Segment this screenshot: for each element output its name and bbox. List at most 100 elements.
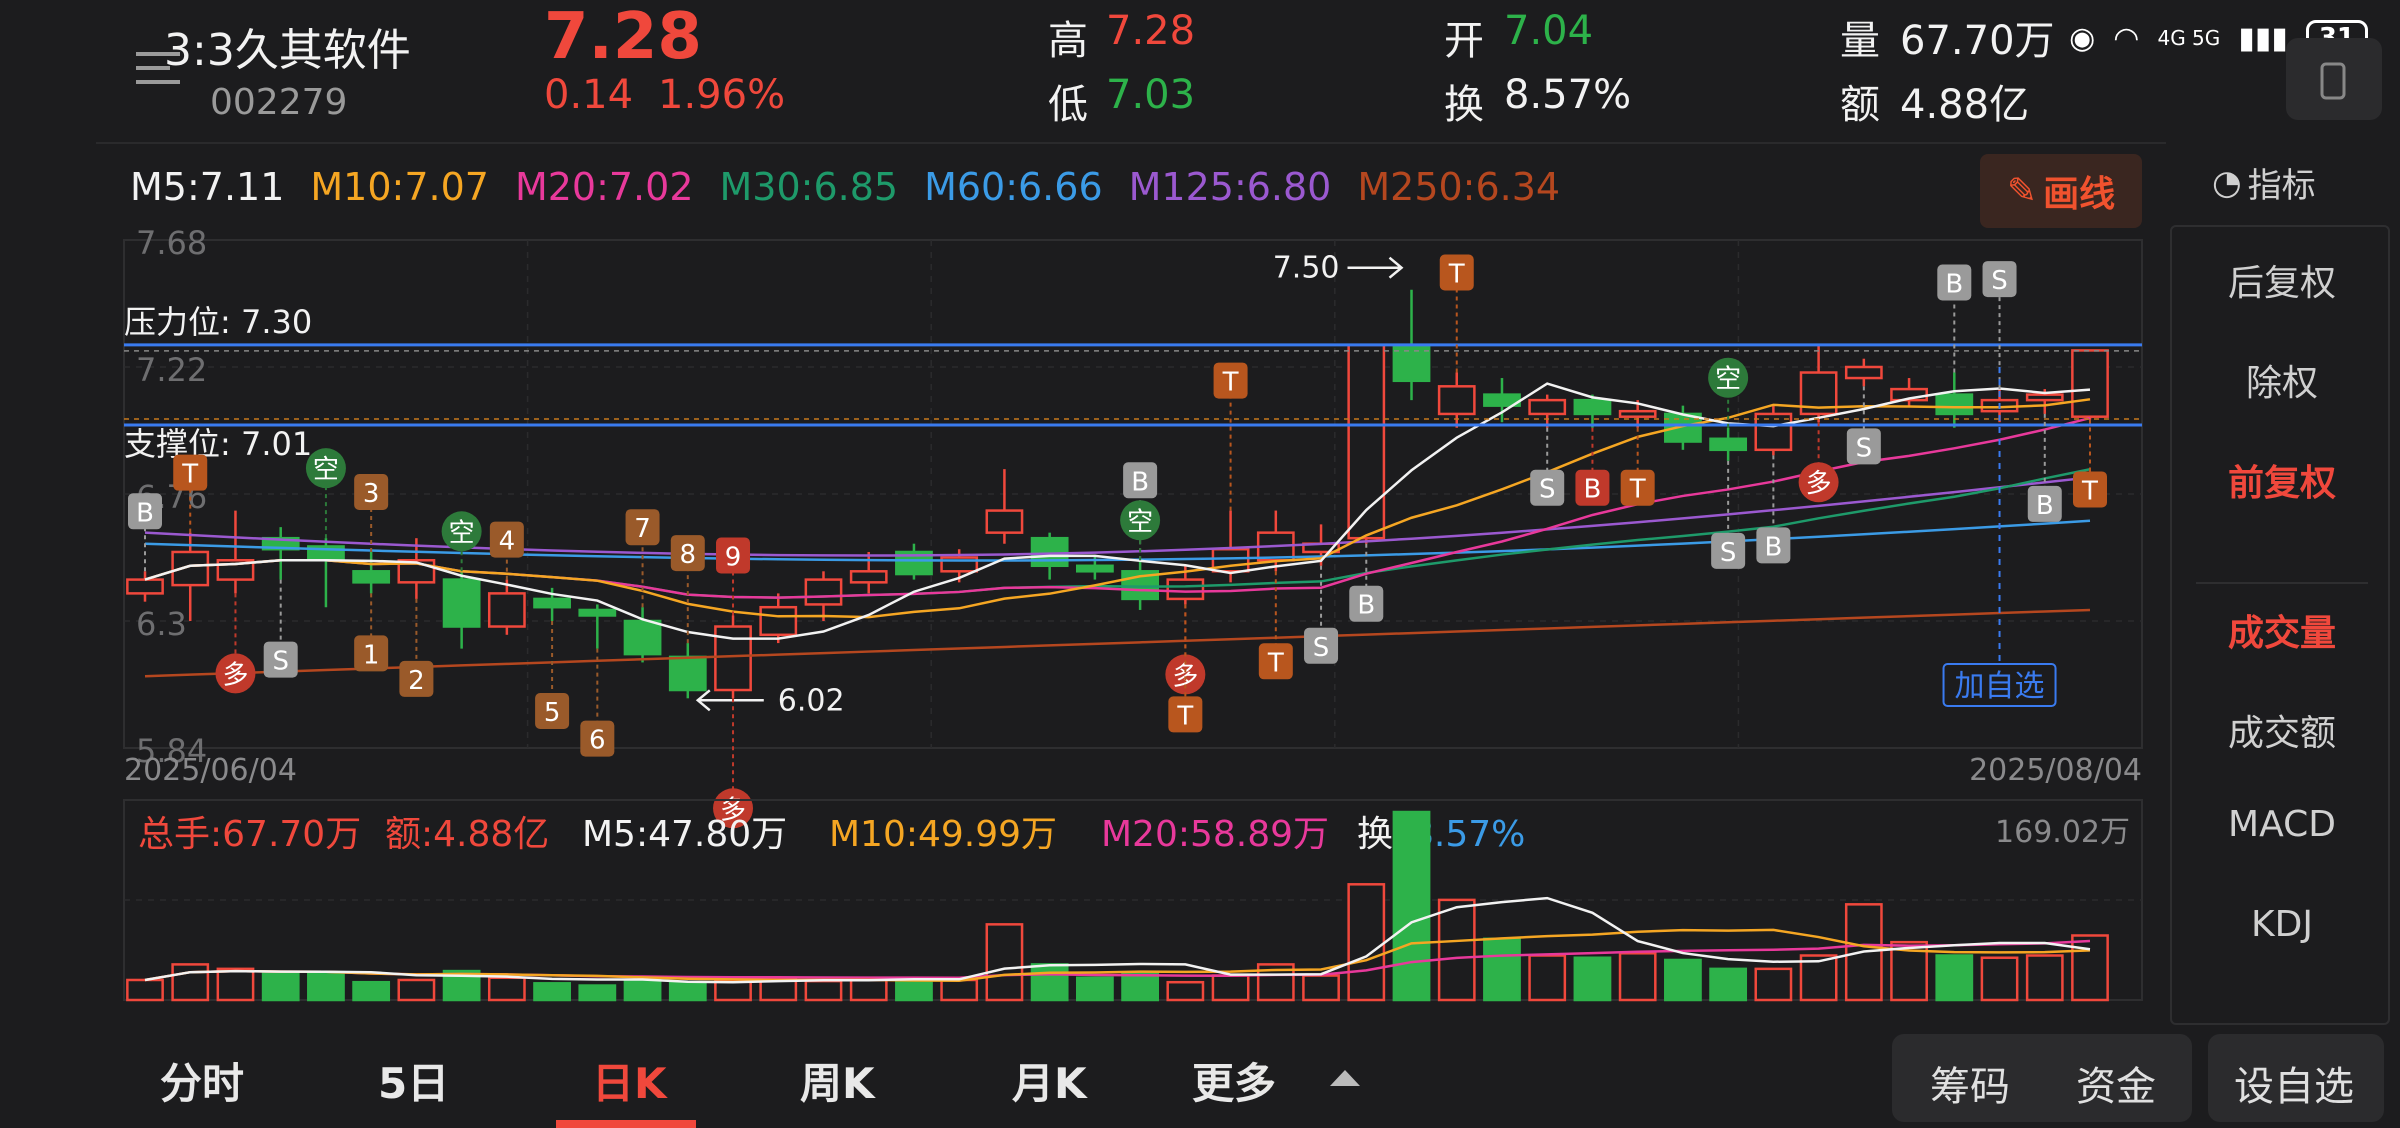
high-value: 7.28	[1106, 8, 1196, 54]
candle-body	[1709, 437, 1748, 452]
candle-body	[1075, 564, 1114, 573]
signal-badge-label: 4	[499, 527, 516, 557]
max-arrowhead	[1388, 256, 1404, 279]
signal-badge-label: 2	[408, 666, 425, 696]
signal-badge-label: 9	[725, 542, 742, 572]
candle-body	[533, 597, 571, 609]
ma-legend-item: M10:7.07	[310, 165, 489, 209]
signal-badge-label: 多	[1806, 469, 1832, 499]
signal-badge-label: 空	[313, 455, 339, 485]
min-arrowhead	[695, 689, 711, 712]
volume-legend-item: 总手:67.70万	[138, 814, 361, 855]
draw-line-button[interactable]: ✎ 画线	[1980, 154, 2142, 228]
tab-monthly-k[interactable]: 月K	[1012, 1059, 1087, 1108]
candle-body	[759, 605, 798, 637]
signal-badge-bg	[489, 521, 524, 558]
tab-5day[interactable]: 5日	[378, 1059, 450, 1108]
candle-body	[714, 625, 752, 692]
ma-legend-item: M20:7.02	[514, 165, 694, 209]
volume-bar	[2071, 934, 2109, 1002]
period-tab-bar: 分时 5日 日K 周K 月K 更多	[0, 1030, 2400, 1128]
ma10-line	[144, 398, 2091, 619]
volume-bar	[1980, 956, 2019, 1002]
volume-bar	[216, 967, 255, 1002]
signal-badge-bg	[1620, 469, 1655, 506]
signal-badge-label: B	[136, 498, 154, 528]
candle-body	[849, 570, 888, 584]
signal-badge-label: B	[1584, 475, 1602, 505]
tab-intraday[interactable]: 分时	[160, 1059, 245, 1108]
side-item-3[interactable]: 成交量	[2227, 613, 2336, 654]
candle-body	[1844, 365, 1883, 380]
volume-bar	[1618, 952, 1657, 1002]
indicator-button[interactable]: ◔ 指标	[2212, 158, 2316, 207]
candle-body	[261, 536, 300, 551]
signal-badge-bg	[305, 448, 346, 489]
signal-badge-label: T	[1176, 701, 1193, 731]
tab-weekly-k[interactable]: 周K	[800, 1059, 875, 1108]
signal-badge-label: T	[181, 460, 198, 490]
signal-badge-label: 6	[589, 726, 606, 756]
candle-body	[1030, 536, 1069, 568]
tab-daily-k[interactable]: 日K	[592, 1059, 667, 1108]
price-change: 0.14	[544, 72, 634, 118]
max-price-label: 7.50	[1273, 251, 1340, 286]
volume-bar	[1121, 972, 1160, 1002]
volume-bar	[1302, 974, 1340, 1002]
side-item-4[interactable]: 成交额	[2227, 713, 2336, 754]
volume-bar	[487, 976, 526, 1002]
signal-badge-bg	[2027, 485, 2062, 522]
signal-badge-label: S	[1313, 633, 1330, 663]
side-item-2[interactable]: 前复权	[2227, 463, 2336, 504]
caret-up-icon[interactable]	[1330, 1068, 1360, 1092]
signal-badge-bg	[625, 509, 660, 546]
signal-badge-bg	[1120, 500, 1161, 541]
add-watchlist-button[interactable]: 设自选	[2234, 1064, 2354, 1110]
volume-legend-item: M5:47.80万	[582, 814, 787, 855]
gauge-icon: ◔	[2212, 162, 2242, 203]
signal-badge-bg	[1349, 585, 1384, 622]
signal-badge-label: B	[1764, 532, 1782, 562]
volume-bar	[578, 984, 617, 1002]
tab-more[interactable]: 更多	[1192, 1059, 1277, 1108]
volume-bar	[1483, 937, 1521, 1002]
open-label: 开	[1444, 18, 1484, 64]
volume-bar	[1347, 883, 1386, 1002]
funds-button[interactable]: 资金	[2076, 1064, 2156, 1110]
volume-bar	[2025, 954, 2064, 1002]
candle-body	[1573, 398, 1612, 416]
ma-legend-item: M30:6.85	[719, 165, 899, 209]
signal-badge-label: T	[1448, 260, 1465, 290]
chips-button[interactable]: 筹码	[1930, 1064, 2010, 1110]
signal-badge-bg	[215, 653, 256, 694]
candle-body	[1754, 412, 1793, 452]
volume-bar	[1935, 954, 1974, 1002]
header-divider	[96, 142, 2166, 144]
landscape-toggle-button[interactable]	[2286, 38, 2382, 120]
menu-icon[interactable]	[136, 46, 180, 90]
ma-legend-item: M125:6.80	[1128, 165, 1332, 209]
signal-badge-bg	[1530, 469, 1565, 506]
side-item-0[interactable]: 后复权	[2227, 263, 2336, 304]
ma60-line	[144, 519, 2091, 562]
candle-body	[487, 592, 526, 628]
active-tab-indicator	[556, 1120, 696, 1128]
volume-bar	[1573, 956, 1612, 1002]
side-item-5[interactable]: MACD	[2228, 804, 2336, 845]
signal-badge-bg	[2073, 471, 2107, 508]
signal-badge-label: S	[1720, 538, 1737, 568]
signal-badge-bg	[1123, 462, 1158, 499]
add-watch-marker[interactable]	[1942, 663, 2057, 707]
high-label: 高	[1048, 18, 1088, 64]
low-label: 低	[1048, 82, 1088, 128]
signal-badge-label: 1	[363, 640, 380, 670]
signal-badge-label: T	[1629, 475, 1646, 505]
volume-bar	[1030, 963, 1069, 1002]
side-item-1[interactable]: 除权	[2245, 363, 2318, 404]
side-item-6[interactable]: KDJ	[2251, 904, 2313, 945]
volume-bar	[352, 980, 391, 1002]
volume-label: 量	[1840, 18, 1880, 64]
volume-bar	[1709, 967, 1748, 1002]
signal-badge-bg	[580, 720, 615, 757]
